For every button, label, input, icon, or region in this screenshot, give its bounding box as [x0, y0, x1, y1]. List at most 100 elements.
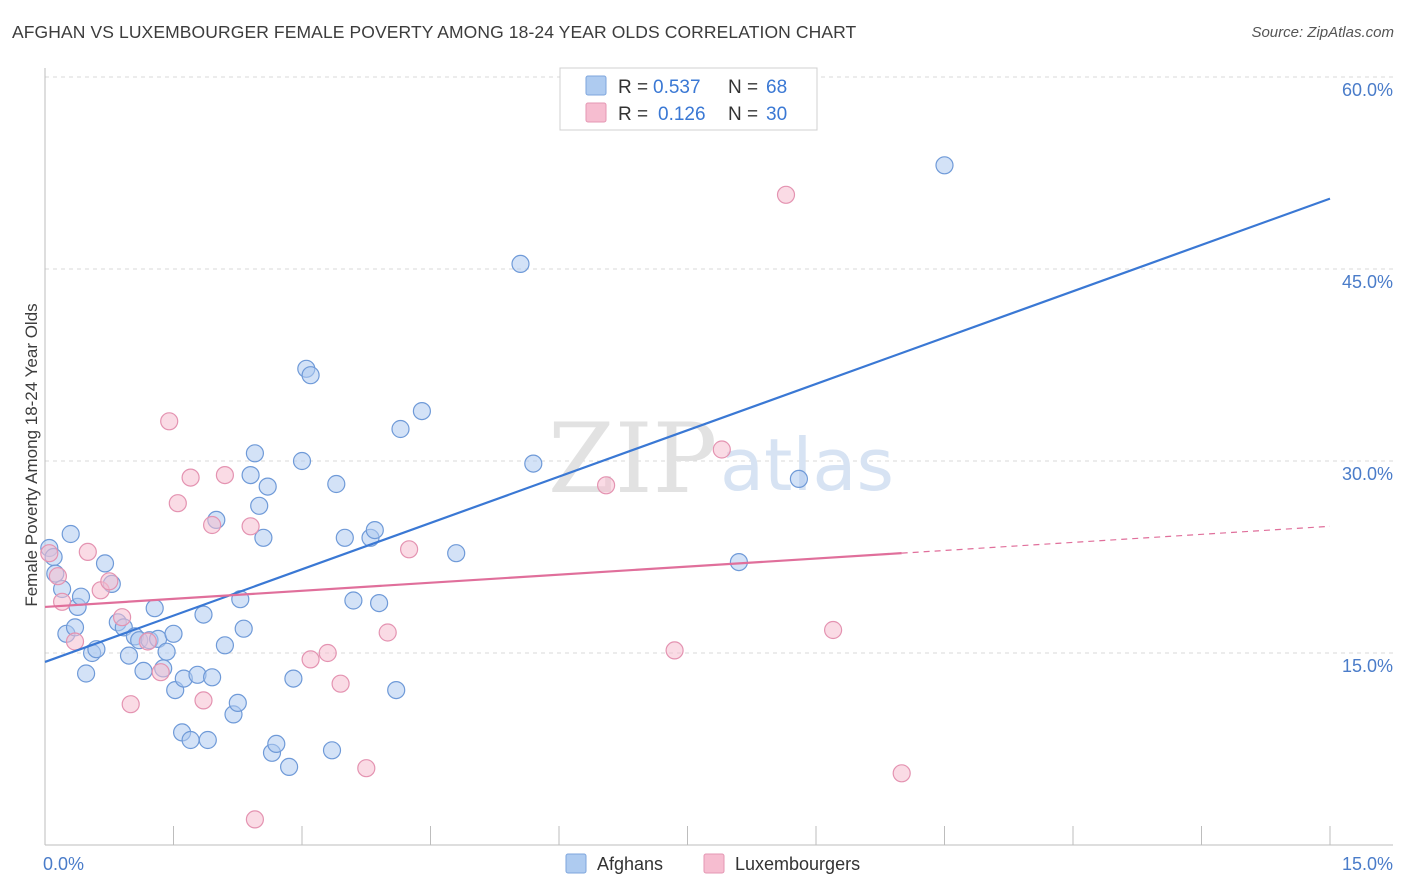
afghans-point-40: [241, 466, 260, 485]
y-axis-label: Female Poverty Among 18-24 Year Olds: [22, 303, 41, 606]
afghans-point-35: [215, 636, 234, 655]
luxembourgers-point-25: [596, 476, 616, 495]
afghans-point-41: [245, 444, 264, 463]
afghans-point-43: [254, 528, 273, 547]
afghans-point-62: [447, 544, 466, 563]
afghans-point-54: [335, 528, 354, 547]
luxembourgers-trend-line-dashed: [901, 525, 1331, 554]
x-tick-label-1: 15.0%: [1342, 854, 1393, 874]
afghans-point-9: [76, 664, 96, 683]
luxembourgers-point-22: [357, 759, 376, 778]
afghans-point-21: [145, 599, 164, 618]
luxembourgers-point-10: [151, 663, 170, 682]
luxembourgers-point-29: [823, 620, 843, 640]
afghans-point-67: [935, 156, 954, 175]
source-credit: Source: ZipAtlas.com: [1251, 24, 1394, 41]
luxembourgers-point-1: [48, 567, 68, 586]
bottom-legend-label-luxembourgers: Luxembourgers: [735, 854, 860, 874]
legend-swatch-afghans: [585, 75, 607, 96]
luxembourgers-trend-line: [44, 552, 902, 609]
afghans-point-55: [344, 591, 363, 610]
axes: [44, 68, 1393, 846]
afghans-point-24: [157, 642, 176, 661]
afghans-point-33: [203, 668, 222, 687]
luxembourgers-point-17: [241, 517, 260, 536]
x-tick-label-0: 0.0%: [43, 854, 84, 874]
luxembourgers-point-27: [712, 440, 731, 459]
y-tick-labels: 15.0% 30.0% 45.0% 60.0%: [1342, 80, 1393, 676]
afghans-point-60: [391, 419, 410, 439]
y-tick-label-1: 30.0%: [1342, 464, 1393, 484]
watermark-zip: ZIP: [548, 403, 717, 515]
luxembourgers-point-6: [100, 572, 119, 591]
luxembourgers-point-20: [318, 643, 337, 663]
legend-n-value-luxembourgers: 30: [766, 104, 787, 125]
legend-r-label-afghans: R =: [618, 77, 648, 98]
afghans-point-61: [412, 402, 431, 421]
luxembourgers-point-24: [400, 540, 419, 559]
afghans-point-64: [524, 454, 543, 473]
luxembourgers-point-7: [112, 608, 132, 627]
watermark-atlas: atlas: [720, 423, 894, 507]
luxembourgers-point-13: [181, 468, 200, 487]
bottom-legend-swatch-afghans: [565, 853, 587, 874]
afghans-point-32: [198, 730, 217, 750]
luxembourgers-point-18: [245, 810, 264, 829]
afghans-point-47: [280, 757, 299, 777]
afghans-point-19: [134, 661, 153, 681]
afghans-point-49: [292, 451, 312, 471]
legend-r-value-luxembourgers: 0.126: [658, 104, 706, 125]
y-tick-label-2: 45.0%: [1342, 272, 1393, 292]
luxembourgers-point-8: [121, 695, 140, 714]
y-tick-label-0: 15.0%: [1342, 656, 1393, 676]
afghans-point-59: [387, 680, 406, 700]
afghans-point-42: [250, 496, 269, 515]
afghans-trend-line: [44, 197, 1331, 663]
afghans-point-39: [234, 619, 253, 638]
legend-r-label-luxembourgers: R =: [618, 104, 648, 125]
luxembourgers-point-30: [892, 764, 911, 783]
afghans-point-8: [71, 587, 91, 606]
luxembourgers-point-9: [138, 632, 157, 651]
luxembourgers-point-2: [52, 592, 72, 611]
luxembourgers-point-11: [160, 412, 179, 431]
afghans-point-52: [322, 741, 342, 760]
bottom-legend-swatch-luxembourgers: [703, 853, 725, 874]
luxembourgers-point-3: [65, 632, 85, 651]
afghans-point-53: [327, 474, 346, 494]
legend-n-label-luxembourgers: N =: [728, 104, 758, 125]
watermark: ZIP atlas: [548, 403, 894, 515]
y-tick-label-3: 60.0%: [1342, 80, 1393, 100]
afghans-point-16: [119, 646, 139, 665]
luxembourgers-point-26: [665, 641, 684, 660]
afghans-point-51: [301, 366, 320, 385]
luxembourgers-point-23: [378, 623, 397, 642]
luxembourgers-point-16: [215, 466, 234, 485]
afghans-point-25: [164, 624, 183, 643]
afghans-point-29: [181, 730, 200, 750]
grid-lines: [45, 76, 1393, 654]
afghans-point-66: [789, 469, 809, 488]
luxembourgers-point-0: [40, 544, 59, 563]
x-tick-labels: 0.0% 15.0%: [43, 854, 1393, 874]
afghans-point-46: [267, 734, 286, 754]
bottom-legend: Afghans Luxembourgers: [565, 853, 860, 874]
luxembourgers-point-12: [168, 494, 187, 513]
luxembourgers-point-19: [301, 650, 320, 669]
luxembourgers-point-4: [78, 542, 97, 562]
luxembourgers-point-15: [203, 515, 222, 535]
afghans-point-12: [95, 554, 115, 573]
luxembourgers-point-14: [194, 691, 213, 710]
afghans-point-31: [194, 605, 213, 624]
series-luxembourgers-points: [40, 185, 911, 829]
afghans-point-48: [284, 669, 303, 688]
legend-r-value-afghans: 0.537: [653, 77, 701, 98]
bottom-legend-label-afghans: Afghans: [597, 854, 663, 874]
x-tick-marks: [173, 826, 1331, 845]
chart-title: AFGHAN VS LUXEMBOURGER FEMALE POVERTY AM…: [12, 22, 857, 42]
legend-swatch-luxembourgers: [585, 102, 607, 123]
afghans-point-37: [228, 693, 247, 713]
luxembourgers-point-21: [331, 674, 350, 693]
legend-n-value-afghans: 68: [766, 77, 787, 98]
